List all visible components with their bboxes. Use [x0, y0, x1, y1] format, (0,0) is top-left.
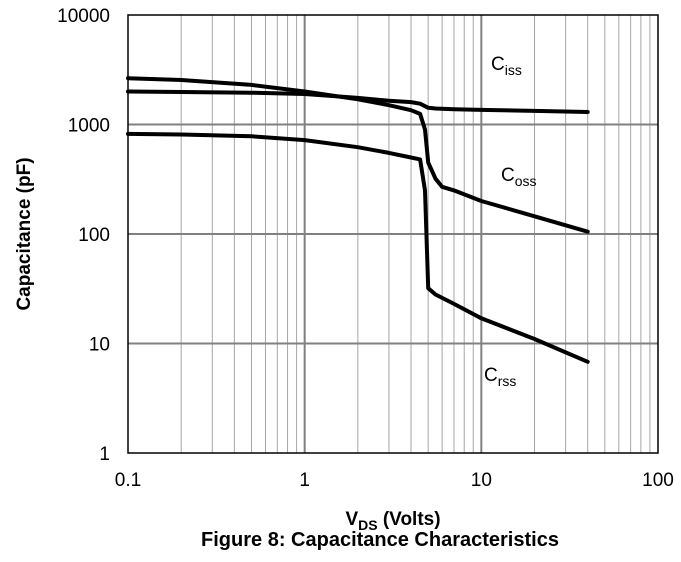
series-lines [126, 76, 590, 364]
series-line-ciss [126, 89, 590, 114]
series-line-coss [126, 76, 590, 234]
series-label-ciss: Ciss [491, 54, 522, 78]
y-tick-label: 1000 [68, 116, 110, 137]
x-axis-title-subscript: DS [358, 517, 377, 533]
series-label-main: C [491, 54, 505, 75]
y-tick-label: 10 [89, 335, 110, 356]
series-label-subscript: rss [498, 373, 517, 389]
series-label-subscript: iss [505, 62, 522, 78]
x-tick-labels: 0.1 1 10 100 [115, 470, 674, 491]
y-axis-title: Capacitance (pF) [14, 157, 35, 310]
y-tick-label: 10000 [57, 6, 110, 27]
x-tick-label: 10 [471, 470, 492, 491]
series-label-subscript: oss [515, 173, 537, 189]
y-tick-label: 1 [99, 444, 110, 465]
series-label-crss: Crss [484, 365, 516, 389]
figure-caption: Figure 8: Capacitance Characteristics [201, 529, 559, 551]
y-tick-label: 100 [78, 225, 110, 246]
x-axis-title-rest: (Volts) [378, 509, 441, 530]
x-tick-label: 1 [299, 470, 310, 491]
x-axis-title-main: V [345, 509, 358, 530]
series-label-main: C [484, 365, 498, 386]
series-label-main: C [501, 165, 515, 186]
x-tick-label: 100 [642, 470, 674, 491]
series-label-coss: Coss [501, 165, 537, 189]
x-axis-title: VDS (Volts) [345, 509, 440, 533]
x-tick-label: 0.1 [115, 470, 141, 491]
y-tick-labels: 1 10 100 1000 10000 [57, 6, 110, 465]
series-line-crss [126, 131, 590, 364]
plot-frame [127, 14, 659, 454]
major-grid [128, 15, 658, 453]
